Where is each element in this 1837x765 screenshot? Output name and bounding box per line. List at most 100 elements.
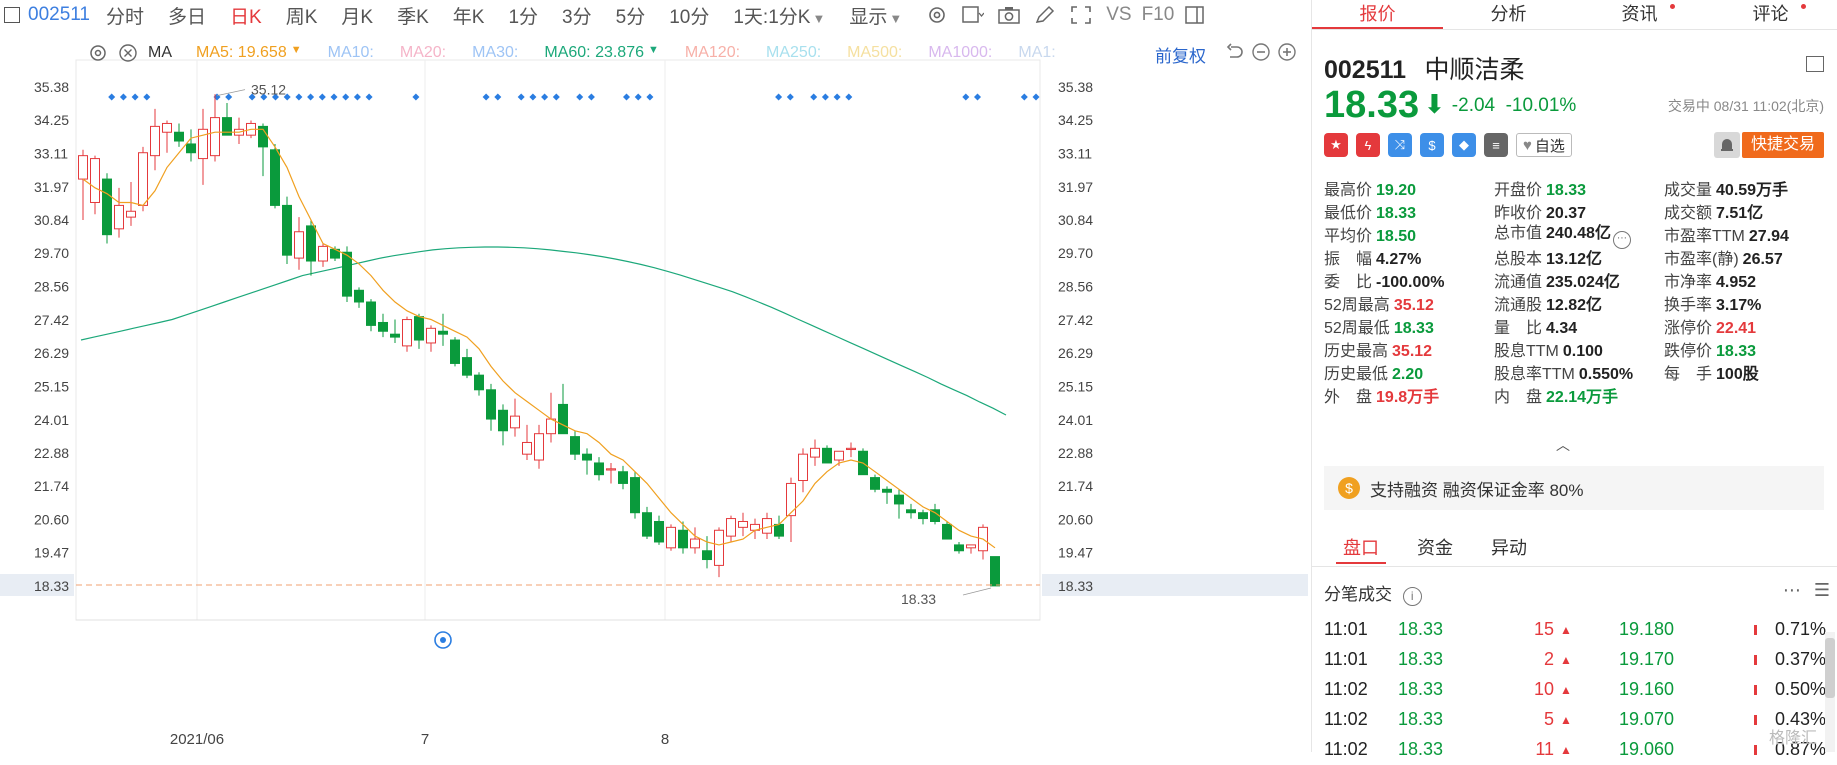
ma-item-0[interactable]: MA5: 19.658: [196, 44, 287, 61]
adjust-mode-button[interactable]: 前复权: [1155, 47, 1206, 66]
stock-code-label[interactable]: 002511: [28, 4, 90, 25]
period-tab-7[interactable]: 1分: [508, 6, 539, 28]
tag-icon[interactable]: ◆: [1452, 133, 1476, 157]
ma-item-1[interactable]: MA10:: [327, 44, 374, 61]
kline-chart[interactable]: 35.38 35.38 34.25 34.25 33.11 33.11 31.97 31.97…: [0, 30, 1310, 752]
info-icon[interactable]: i: [1402, 587, 1422, 606]
f10-button[interactable]: F10: [1141, 4, 1175, 25]
ma-item-8[interactable]: MA1000:: [928, 44, 993, 61]
kline-chart-area[interactable]: 35.38 35.38 34.25 34.25 33.11 33.11 31.97 31.97…: [0, 30, 1310, 752]
sub-tab-2[interactable]: 异动: [1491, 538, 1527, 558]
tick-price: 18.33: [1398, 739, 1444, 759]
quote-cell: 市盈率TTM 27.94: [1664, 222, 1834, 246]
ticks-scrollbar[interactable]: [1825, 632, 1835, 752]
quote-value: 3.17%: [1716, 296, 1762, 314]
panel-tab-3[interactable]: 评论: [1705, 0, 1836, 29]
ma-settings-icon[interactable]: [88, 43, 108, 63]
candle-body: [438, 330, 448, 335]
quote-cell: 52周最高 35.12: [1324, 291, 1494, 315]
quote-value: 100股: [1716, 365, 1759, 383]
sub-tab-1[interactable]: 资金: [1417, 538, 1453, 558]
quote-value: 0.550%: [1578, 365, 1634, 383]
compare-vs-button[interactable]: VS: [1106, 4, 1132, 25]
quick-trade-button[interactable]: 快捷交易: [1742, 132, 1824, 158]
add-watchlist-button[interactable]: ♥ 自选: [1516, 133, 1572, 157]
y-tick-left: 25.15: [34, 378, 69, 394]
lightning-icon[interactable]: ϟ: [1356, 133, 1380, 157]
y-tick-left: 34.25: [34, 112, 69, 128]
event-marker: [974, 93, 981, 101]
quote-cell: 涨停价 22.41: [1664, 314, 1834, 338]
ma-type-label[interactable]: MA: [148, 44, 172, 61]
event-marker: [353, 93, 361, 101]
period-tab-3[interactable]: 周K: [285, 6, 318, 28]
undo-icon[interactable]: [1225, 42, 1245, 62]
y-tick-left: 26.29: [34, 345, 69, 361]
margin-info-box[interactable]: $ 支持融资 融资保证金率 80%: [1324, 466, 1824, 510]
ma-close-icon[interactable]: [118, 43, 138, 63]
quote-label: 每 手: [1664, 365, 1713, 383]
bell-icon[interactable]: [1714, 132, 1740, 158]
period-tab-9[interactable]: 5分: [615, 6, 646, 28]
quote-cell: 历史最高 35.12: [1324, 337, 1494, 361]
ma-item-4[interactable]: MA60: 23.876: [544, 44, 644, 61]
period-tab-10[interactable]: 10分: [669, 6, 710, 28]
candle-body: [570, 436, 580, 455]
tick-pct: 0.71%: [1774, 619, 1826, 639]
ma-dropdown-icon[interactable]: ▼: [648, 44, 659, 56]
quote-table: 最高价 19.20 开盘价 18.33 成交量 40.59万手 最低价 18.33 昨收价 20.…: [1324, 176, 1834, 406]
panel-tab-0[interactable]: 报价: [1312, 0, 1443, 29]
quote-value: 12.82亿: [1546, 296, 1603, 314]
period-tab-1[interactable]: 多日: [168, 6, 207, 28]
tick-bar: [1754, 745, 1757, 755]
china-flag-icon[interactable]: ★: [1324, 133, 1348, 157]
quote-cell: 外 盘 19.8万手: [1324, 383, 1494, 407]
candle-body: [126, 210, 136, 218]
ma-item-5[interactable]: MA120:: [684, 44, 741, 61]
collapse-caret-icon[interactable]: ︿: [1556, 437, 1570, 453]
candle-body: [390, 333, 400, 338]
overlay-checkbox-icon[interactable]: [962, 5, 985, 25]
panel-tab-2[interactable]: 资讯: [1574, 0, 1705, 29]
interval-select[interactable]: 1天:1分K ▼: [733, 6, 826, 28]
ma-item-6[interactable]: MA250:: [766, 44, 822, 61]
notify-dot: [1801, 4, 1806, 9]
period-tab-2[interactable]: 日K: [230, 6, 262, 28]
candle-body: [906, 509, 916, 514]
period-tab-8[interactable]: 3分: [562, 6, 592, 28]
period-tab-6[interactable]: 年K: [452, 6, 485, 28]
event-marker: [634, 93, 642, 101]
display-menu[interactable]: 显示 ▼: [849, 6, 903, 28]
dollar-icon[interactable]: $: [1420, 133, 1444, 157]
connect-icon[interactable]: ⤨: [1388, 133, 1412, 157]
layout-icon[interactable]: [1806, 56, 1824, 72]
tick-price: 18.33: [1398, 709, 1444, 729]
ma-dropdown-icon[interactable]: ▼: [290, 44, 302, 56]
ticks-menu-icons[interactable]: ⋯ ☰: [1782, 580, 1834, 600]
panel-toggle-icon[interactable]: [4, 7, 20, 23]
sub-tab-0[interactable]: 盘口: [1336, 534, 1386, 564]
panel-tabs: 报价 分析 资讯 评论: [1312, 0, 1837, 30]
zoom-out-icon[interactable]: [1251, 42, 1271, 62]
note-icon[interactable]: ≡: [1484, 133, 1508, 157]
candle-body: [606, 468, 616, 471]
candle-body: [210, 117, 220, 157]
panel-tab-1[interactable]: 分析: [1490, 4, 1527, 24]
ma-item-9[interactable]: MA1:: [1018, 44, 1056, 61]
camera-icon[interactable]: [998, 5, 1020, 25]
draw-pencil-icon[interactable]: [1034, 5, 1056, 25]
zoom-in-icon[interactable]: [1277, 42, 1297, 62]
quote-label: 市净率: [1664, 273, 1713, 291]
y-tick-left: 18.33: [34, 578, 69, 594]
quote-value: 22.41: [1716, 319, 1757, 337]
ma-item-2[interactable]: MA20:: [399, 44, 447, 61]
period-tab-0[interactable]: 分时: [106, 6, 145, 28]
period-tab-5[interactable]: 季K: [397, 6, 429, 28]
fullscreen-icon[interactable]: [1070, 5, 1092, 25]
ma-item-3[interactable]: MA30:: [472, 44, 519, 61]
ma-item-7[interactable]: MA500:: [847, 44, 903, 61]
period-tab-4[interactable]: 月K: [341, 6, 374, 28]
settings-gear-icon[interactable]: [926, 5, 948, 25]
more-icon[interactable]: ⋯: [1612, 230, 1631, 249]
sidebar-toggle-icon[interactable]: [1184, 5, 1206, 25]
